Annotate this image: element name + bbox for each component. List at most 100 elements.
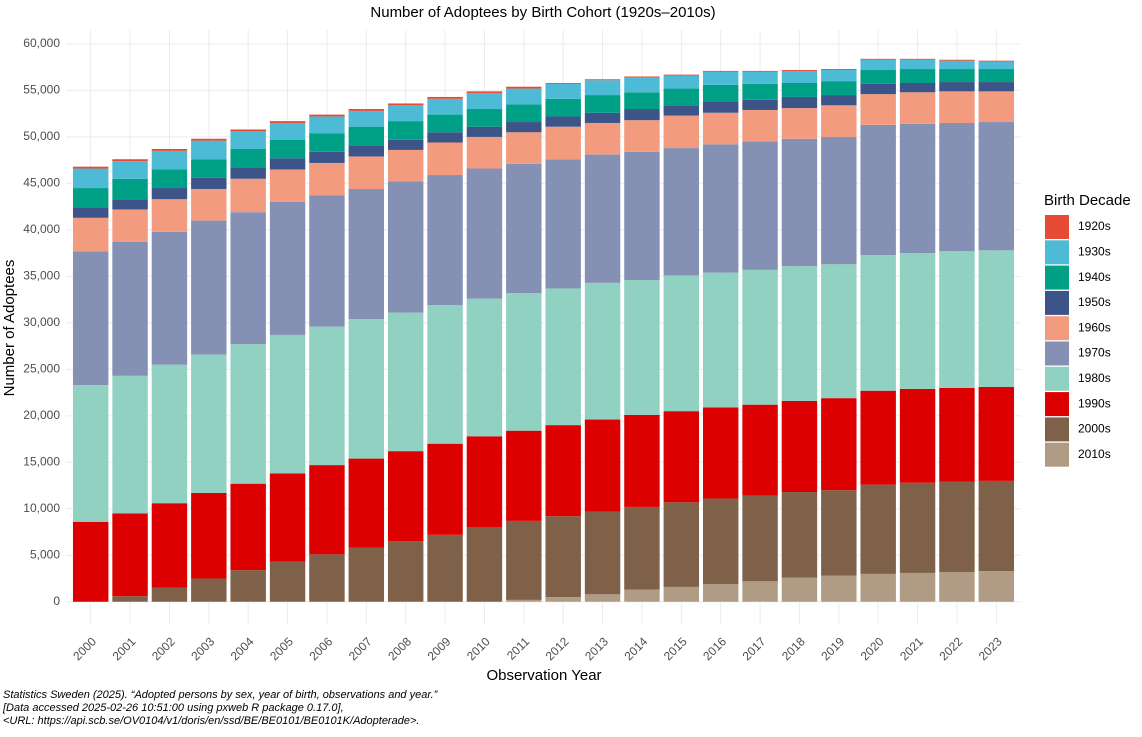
legend-label: 1980s (1078, 371, 1111, 385)
bar-segment (309, 114, 345, 117)
caption: Statistics Sweden (2025). “Adopted perso… (2, 689, 439, 727)
bar-segment (506, 430, 542, 521)
bar-segment (663, 148, 700, 276)
bar-segment (72, 217, 109, 252)
bar-segment (545, 98, 581, 117)
y-tick-label: 10,000 (23, 501, 60, 515)
caption-line: Statistics Sweden (2025). “Adopted perso… (3, 689, 439, 701)
x-tick-label: 2002 (149, 634, 178, 663)
x-tick-label: 2011 (504, 634, 532, 662)
bar-segment (781, 108, 818, 139)
bar-segment (899, 69, 936, 83)
bar-segment (72, 166, 109, 169)
bar-segment (151, 587, 188, 602)
bar-segment (151, 364, 188, 504)
bar-segment (191, 159, 227, 178)
bar-segment (191, 354, 227, 493)
bar-segment (545, 116, 581, 127)
bar-segment (899, 123, 936, 254)
bar-segment (742, 109, 778, 142)
bar-segment (821, 81, 857, 96)
bar-segment (663, 502, 700, 587)
bar-segment (230, 129, 266, 132)
bar-segment (427, 175, 463, 306)
bar-segment (427, 132, 463, 143)
bar-segment (72, 385, 109, 522)
bar-segment (663, 115, 700, 149)
bar-segment (151, 231, 188, 365)
legend-label: 1920s (1078, 219, 1111, 233)
bar-segment (978, 61, 1015, 70)
bar-segment (781, 577, 818, 602)
bar-segment (427, 114, 463, 133)
bar-segment (702, 407, 739, 499)
x-tick-label: 2009 (425, 634, 454, 663)
bar-segment (860, 59, 896, 70)
bar-segment (860, 484, 896, 574)
bar-segment (939, 572, 975, 602)
bar-segment (151, 149, 188, 151)
bar-segment (112, 596, 148, 602)
bar-segment (821, 69, 857, 82)
bar-segment (72, 207, 109, 218)
x-tick-label: 2016 (700, 634, 729, 663)
x-tick-label: 2019 (818, 634, 847, 663)
bar-segment (939, 82, 975, 92)
bar-segment (742, 495, 778, 582)
bar-segment (939, 91, 975, 123)
bar-segment (821, 136, 857, 265)
bar-segment (781, 69, 818, 71)
bar-segment (230, 149, 266, 168)
bar-segment (624, 109, 660, 121)
bar-segment (624, 280, 660, 415)
bar-segment (151, 188, 188, 200)
bar-segment (309, 133, 345, 152)
bar-segment (191, 140, 227, 160)
y-tick-label: 5,000 (30, 547, 60, 561)
x-tick-label: 2014 (622, 634, 651, 663)
y-tick-label: 50,000 (23, 129, 60, 143)
x-tick-label: 2022 (937, 634, 966, 663)
bar-segment (742, 141, 778, 270)
bar-segment (466, 136, 503, 169)
x-tick-label: 2006 (307, 634, 336, 663)
bar-segment (348, 547, 385, 602)
legend-label: 1940s (1078, 270, 1111, 284)
bar-segment (781, 266, 818, 401)
bar-segment (230, 178, 266, 213)
bar-segment (978, 82, 1015, 92)
bar-segment (821, 398, 857, 491)
x-tick-label: 2012 (543, 634, 572, 663)
bar-segment (427, 98, 463, 115)
bar-segment (860, 58, 896, 60)
bar-segment (230, 344, 266, 484)
bar-segment (427, 96, 463, 99)
bar-segment (899, 82, 936, 93)
bar-segment (978, 69, 1015, 83)
bar-segment (702, 144, 739, 273)
bar-segment (781, 400, 818, 493)
y-tick-label: 0 (53, 594, 60, 608)
caption-line: <URL: https://api.scb.se/OV0104/v1/doris… (3, 715, 419, 727)
bar-segment (978, 122, 1015, 251)
y-tick-label: 55,000 (23, 83, 60, 97)
x-axis-title: Observation Year (486, 667, 601, 684)
bar-segment (821, 264, 857, 399)
bar-segment (72, 188, 109, 208)
bar-segment (702, 70, 739, 72)
bar-segment (387, 139, 424, 150)
bar-segment (112, 199, 148, 210)
bar-segment (742, 404, 778, 496)
legend-swatch (1045, 240, 1069, 265)
bar-segment (466, 527, 503, 602)
legend-label: 1930s (1078, 244, 1111, 258)
legend-label: 1950s (1078, 295, 1111, 309)
bar-segment (781, 492, 818, 578)
bar-segment (663, 88, 700, 106)
bar-segment (584, 154, 621, 283)
bar-segment (348, 110, 385, 127)
bar-segment (978, 480, 1015, 572)
bar-segment (112, 209, 148, 242)
x-tick-label: 2013 (582, 634, 611, 663)
legend-title: Birth Decade (1044, 192, 1131, 209)
